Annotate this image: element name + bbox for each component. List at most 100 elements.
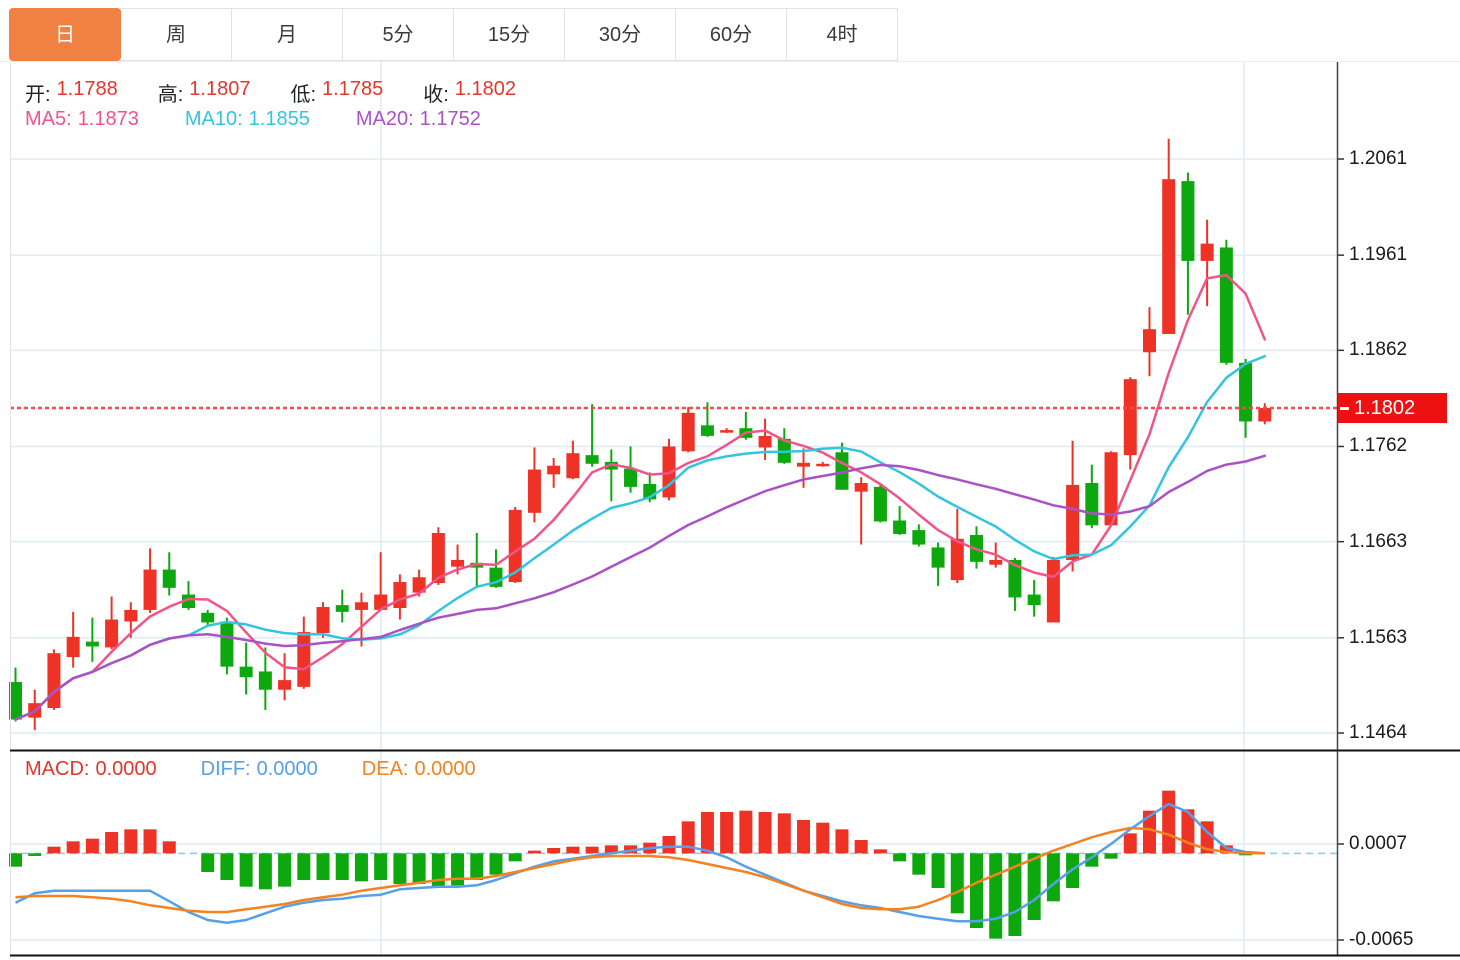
macd-item: DEA: 0.0000 xyxy=(361,758,476,780)
macd-bar xyxy=(835,829,849,854)
price-axis-label: 1.2061 xyxy=(1349,148,1408,169)
macd-bar xyxy=(162,841,176,854)
macd-bar xyxy=(431,853,445,887)
candle-body xyxy=(1200,243,1214,261)
candle-body xyxy=(47,653,61,709)
macd-bar xyxy=(566,846,580,854)
macd-bar xyxy=(797,820,811,854)
macd-bar xyxy=(547,848,561,854)
ohlc-item: 低: 1.1785 xyxy=(290,78,384,106)
macd-bar xyxy=(720,812,734,854)
macd-bar xyxy=(47,846,61,854)
ohlc-item: 收: 1.1802 xyxy=(423,78,516,106)
macd-bar xyxy=(854,840,868,854)
macd-bars xyxy=(9,790,1253,939)
tab-timeframe-1[interactable]: 周 xyxy=(120,8,232,61)
macd-bar xyxy=(374,853,388,880)
tab-timeframe-4[interactable]: 15分 xyxy=(453,8,565,61)
ma-item: MA20: 1.1752 xyxy=(355,108,481,130)
macd-bar xyxy=(1046,853,1060,902)
tab-timeframe-3[interactable]: 5分 xyxy=(342,8,454,61)
macd-bar xyxy=(1104,853,1118,859)
candle-body xyxy=(527,469,541,513)
macd-bar xyxy=(1123,833,1137,854)
macd-bar xyxy=(970,853,983,928)
tab-timeframe-7[interactable]: 4时 xyxy=(786,8,898,61)
dea-line xyxy=(15,826,1265,914)
tab-timeframe-5[interactable]: 30分 xyxy=(564,8,676,61)
candle-body xyxy=(9,682,22,720)
tab-timeframe-6[interactable]: 60分 xyxy=(675,8,787,61)
candle-body xyxy=(258,671,272,690)
macd-bar xyxy=(739,810,753,854)
candle-body xyxy=(431,533,445,584)
price-axis-label: 1.1762 xyxy=(1349,435,1408,457)
macd-bar xyxy=(931,853,945,888)
candle-body xyxy=(374,594,388,610)
macd-bar xyxy=(1162,790,1176,854)
tab-timeframe-0[interactable]: 日 xyxy=(9,8,121,61)
candle-body xyxy=(1008,559,1022,598)
ma-legend: MA5: 1.1873 MA10: 1.1855 MA20: 1.1752 xyxy=(25,108,481,131)
price-tag-tick xyxy=(1340,406,1349,410)
candle-body xyxy=(1123,379,1137,456)
candle-body xyxy=(1027,594,1041,606)
candle-body xyxy=(758,435,772,448)
candle-body xyxy=(124,609,138,622)
macd-bar xyxy=(143,829,157,854)
macd-bar xyxy=(662,836,676,854)
candle-body xyxy=(893,520,907,534)
macd-bar xyxy=(873,849,887,854)
candle-body xyxy=(547,465,561,475)
candle-body xyxy=(1142,329,1156,353)
macd-bar xyxy=(412,853,426,884)
macd-bar xyxy=(624,845,638,854)
candle-body xyxy=(1181,181,1195,261)
candle-body xyxy=(1258,408,1272,422)
macd-bar xyxy=(585,846,599,854)
candle-body xyxy=(720,430,734,433)
macd-bar xyxy=(912,853,926,875)
candle-body xyxy=(873,486,887,522)
macd-bar xyxy=(201,853,215,872)
candle-body xyxy=(508,509,522,583)
candle-body xyxy=(354,602,368,610)
candle-body xyxy=(1239,362,1253,422)
candle-body xyxy=(624,468,638,487)
candle-body xyxy=(220,621,234,667)
macd-bar xyxy=(335,853,349,880)
price-axis-label: 1.1961 xyxy=(1349,244,1408,266)
candles xyxy=(9,138,1272,731)
macd-legend: MACD: 0.0000 DIFF: 0.0000 DEA: 0.0000 xyxy=(25,758,476,781)
candle-body xyxy=(278,680,292,690)
macd-bar xyxy=(278,853,292,887)
candle-body xyxy=(816,463,830,467)
candle-body xyxy=(1162,179,1176,334)
macd-bar xyxy=(681,821,695,854)
candle-body xyxy=(239,666,253,678)
macd-bar xyxy=(893,853,907,862)
candle-body xyxy=(566,453,580,479)
macd-bar xyxy=(816,822,830,854)
candle-body xyxy=(931,547,945,568)
macd-bar xyxy=(527,850,541,854)
candle-body xyxy=(989,559,1003,565)
ohlc-item: 高: 1.1807 xyxy=(157,78,251,106)
macd-bar xyxy=(758,812,772,854)
macd-item: MACD: 0.0000 xyxy=(25,758,157,780)
macd-lines xyxy=(14,802,1265,924)
diff-line xyxy=(14,802,1265,924)
candle-body xyxy=(912,530,926,545)
price-axis-label: 1.1663 xyxy=(1349,530,1408,552)
tab-timeframe-2[interactable]: 月 xyxy=(231,8,343,61)
price-tag-value: 1.1802 xyxy=(1354,396,1416,419)
candle-body xyxy=(393,582,407,609)
candle-body xyxy=(700,425,714,436)
candle-body xyxy=(85,641,99,647)
candle-body xyxy=(797,462,811,467)
candle-body xyxy=(143,569,157,610)
macd-item: DIFF: 0.0000 xyxy=(200,758,318,780)
macd-bar xyxy=(700,812,714,854)
macd-axis-label: -0.0065 xyxy=(1349,929,1414,950)
